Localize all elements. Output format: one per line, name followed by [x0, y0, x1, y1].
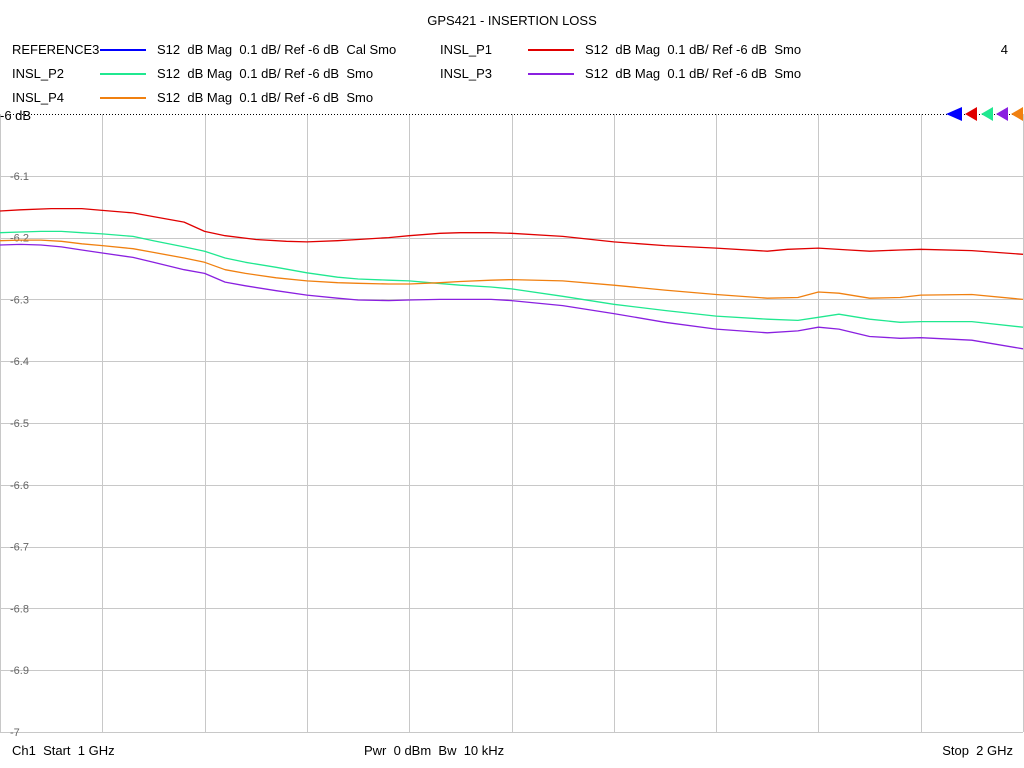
- grid: [0, 114, 1024, 733]
- legend-desc-reference3: S12 dB Mag 0.1 dB/ Ref -6 dB Cal Smo: [157, 42, 397, 57]
- reference-marker-insl-p4: [1011, 107, 1023, 121]
- footer-power-bandwidth: Pwr 0 dBm Bw 10 kHz: [364, 743, 505, 758]
- legend-line-insl-p4: [100, 97, 146, 99]
- y-tick-label: -6.1: [10, 171, 29, 183]
- reference-markers: [946, 107, 1023, 121]
- footer-start: Ch1 Start 1 GHz: [12, 743, 115, 758]
- y-tick-label: -6.7: [10, 542, 29, 554]
- y-tick-label: -6.3: [10, 294, 29, 306]
- trace-insl-p1: [0, 207, 1024, 255]
- y-tick-labels: -6.1 -6.2 -6.3 -6.4 -6.5 -6.6 -6.7 -6.8 -6.9 -7: [10, 171, 29, 739]
- legend-line-insl-p3: [528, 73, 574, 75]
- legend-desc-insl-p4: S12 dB Mag 0.1 dB/ Ref -6 dB Smo: [157, 90, 374, 105]
- traces: [0, 207, 1024, 350]
- legend-line-insl-p1: [528, 49, 574, 51]
- footer-stop: Stop 2 GHz: [942, 743, 1013, 758]
- trace-insl-p4: [0, 239, 1024, 301]
- reference-marker-insl-p3: [996, 107, 1008, 121]
- legend-name-insl-p1: INSL_P1: [440, 42, 493, 57]
- y-tick-label: -6.5: [10, 418, 29, 430]
- legend-name-insl-p2: INSL_P2: [12, 66, 65, 81]
- reference-marker-insl-p2: [981, 107, 993, 121]
- legend-desc-insl-p3: S12 dB Mag 0.1 dB/ Ref -6 dB Smo: [585, 66, 802, 81]
- legend-line-reference3: [100, 49, 146, 51]
- legend-line-insl-p2: [100, 73, 146, 75]
- legend-desc-insl-p2: S12 dB Mag 0.1 dB/ Ref -6 dB Smo: [157, 66, 374, 81]
- legend-name-reference3: REFERENCE3: [12, 42, 100, 57]
- legend-name-insl-p3: INSL_P3: [440, 66, 493, 81]
- y-tick-label: -6.9: [10, 665, 29, 677]
- reference-label: -6 dB: [0, 108, 31, 123]
- chart-title: GPS421 - INSERTION LOSS: [427, 13, 597, 28]
- y-tick-label: -6.4: [10, 356, 29, 368]
- reference-marker-reference3: [946, 107, 962, 121]
- trace-insl-p3: [0, 243, 1024, 350]
- y-tick-label: -6.8: [10, 603, 29, 615]
- trace-insl-p2: [0, 230, 1024, 328]
- channel-number: 4: [1000, 42, 1008, 57]
- y-tick-label: -6.6: [10, 480, 29, 492]
- reference-marker-insl-p1: [965, 107, 977, 121]
- legend-name-insl-p4: INSL_P4: [12, 90, 65, 105]
- legend-desc-insl-p1: S12 dB Mag 0.1 dB/ Ref -6 dB Smo: [585, 42, 802, 57]
- y-tick-label: -6.2: [10, 233, 29, 245]
- y-tick-label: -7: [10, 727, 20, 739]
